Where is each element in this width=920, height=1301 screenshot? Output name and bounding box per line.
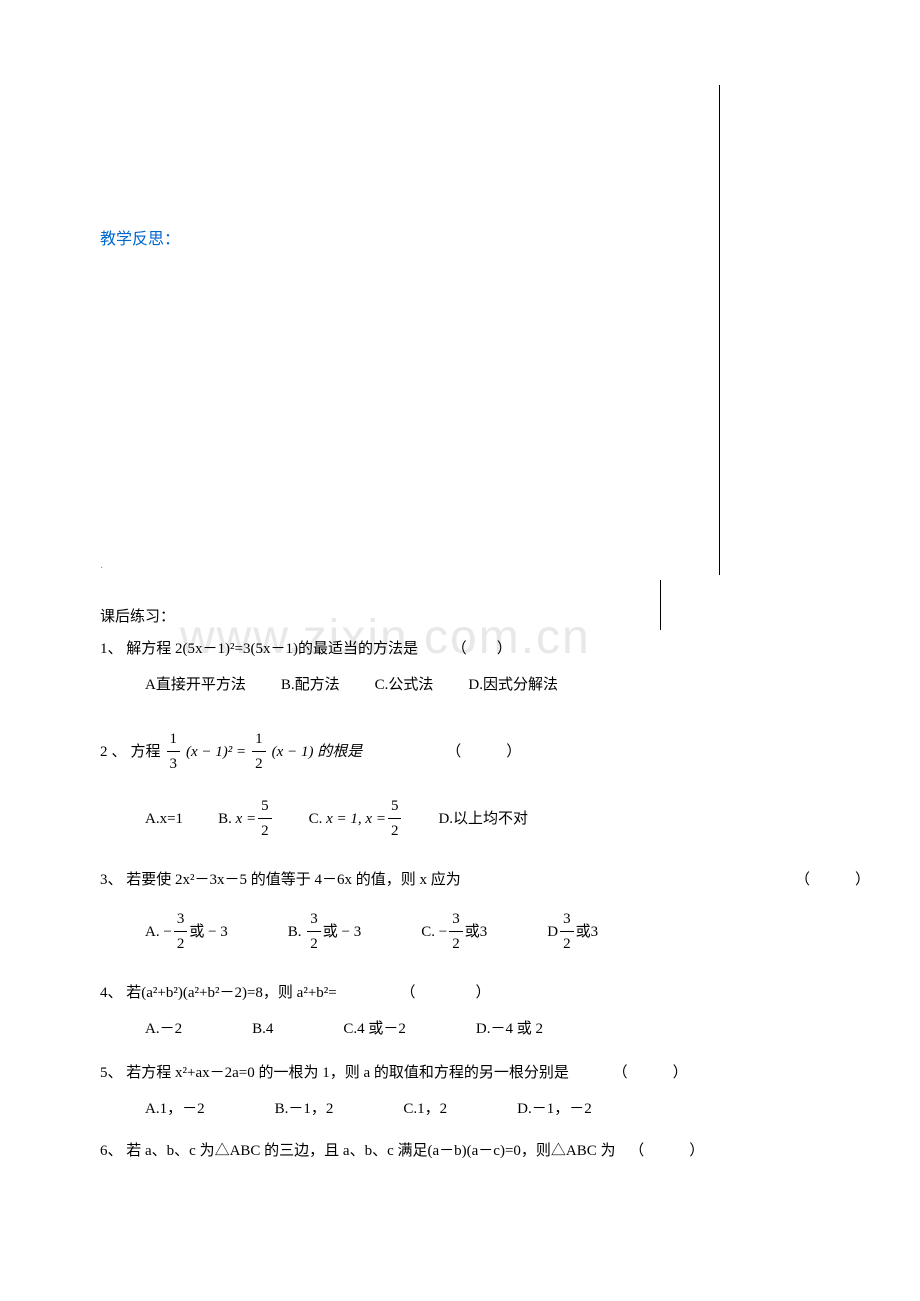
- q2-mid1: (x − 1)² =: [186, 740, 246, 764]
- q5-opt-b: B. －1，2: [275, 1097, 334, 1121]
- q4-number: 4: [100, 985, 108, 1001]
- q5-number: 5: [100, 1065, 108, 1081]
- section-title: 教学反思：: [100, 225, 180, 249]
- q2-opt-c: C. x = 1, x = 52: [309, 794, 404, 843]
- q3-opt-c: C. − 32 或3: [421, 907, 487, 956]
- question-6: 6、 若 a、b、c 为△ABC 的三边，且 a、b、c 满足(a－b)(a－c…: [100, 1139, 890, 1163]
- q2-opt-d: D. 以上均不对: [438, 807, 528, 831]
- exercise-content: 课后练习： 1、 解方程 2(5x－1)²=3(5x－1)的最适当的方法是 （ …: [100, 605, 890, 1181]
- q6-number: 6: [100, 1143, 108, 1159]
- q3-paren: （ ）: [795, 868, 870, 892]
- q5-stem: 若方程 x²+ax－2a=0 的一根为 1，则 a 的取值和方程的另一根分别是: [126, 1065, 569, 1081]
- question-3: 3、 若要使 2x²－3x－5 的值等于 4－6x 的值，则 x 应为 （ ） …: [100, 868, 890, 956]
- q1-number: 1: [100, 641, 108, 657]
- q2-frac2: 12: [252, 727, 266, 776]
- q6-stem: 若 a、b、c 为△ABC 的三边，且 a、b、c 满足(a－b)(a－c)=0…: [126, 1143, 615, 1159]
- q3-opt-d: D 32 或3: [547, 907, 598, 956]
- q1-opt-c: C.公式法: [375, 673, 434, 697]
- divider-line-top: [719, 85, 720, 575]
- q3-number: 3: [100, 872, 108, 888]
- q3-opt-a: A. − 32 或 − 3: [145, 907, 228, 956]
- marker-dot: ·: [100, 563, 103, 574]
- q2-suffix: (x − 1) 的根是: [272, 740, 363, 764]
- q4-opt-b: B. 4: [252, 1017, 273, 1041]
- q2-opt-a: A. x=1: [145, 807, 183, 831]
- q3-opt-b: B. 32 或 − 3: [288, 907, 361, 956]
- exercise-header: 课后练习：: [100, 605, 890, 629]
- q2-opt-b: B. x = 52: [218, 794, 274, 843]
- q6-paren: （ ）: [629, 1139, 704, 1163]
- q1-opt-d: D.因式分解法: [468, 673, 558, 697]
- q4-stem: 若(a²+b²)(a²+b²－2)=8，则 a²+b²=: [126, 985, 336, 1001]
- q2-paren: （ ）: [446, 740, 521, 764]
- q1-opt-a: A 直接开平方法: [145, 673, 246, 697]
- question-1: 1、 解方程 2(5x－1)²=3(5x－1)的最适当的方法是 （ ） A 直接…: [100, 637, 890, 697]
- q5-opt-a: A. 1，－2: [145, 1097, 205, 1121]
- q5-paren: （ ）: [613, 1061, 688, 1085]
- question-2: 2、 方程 13 (x − 1)² = 12 (x − 1) 的根是 （ ） A…: [100, 727, 890, 843]
- q4-opt-a: A. －2: [145, 1017, 182, 1041]
- question-5: 5、 若方程 x²+ax－2a=0 的一根为 1，则 a 的取值和方程的另一根分…: [100, 1061, 890, 1121]
- q2-frac1: 13: [167, 727, 181, 776]
- q4-opt-c: C. 4 或－2: [343, 1017, 406, 1041]
- q2-prefix: 方程: [131, 740, 161, 764]
- q4-paren: （ ）: [401, 981, 491, 1005]
- q1-stem: 解方程 2(5x－1)²=3(5x－1)的最适当的方法是: [126, 641, 418, 657]
- q4-opt-d: D. －4 或 2: [476, 1017, 543, 1041]
- question-4: 4、 若(a²+b²)(a²+b²－2)=8，则 a²+b²= （ ） A. －…: [100, 981, 890, 1041]
- q5-opt-c: C. 1，2: [403, 1097, 447, 1121]
- q5-opt-d: D. －1，－2: [517, 1097, 592, 1121]
- q3-stem: 若要使 2x²－3x－5 的值等于 4－6x 的值，则 x 应为: [126, 872, 461, 888]
- q1-paren: （ ）: [452, 637, 512, 661]
- q1-opt-b: B.配方法: [281, 673, 340, 697]
- q2-number: 2: [100, 740, 108, 764]
